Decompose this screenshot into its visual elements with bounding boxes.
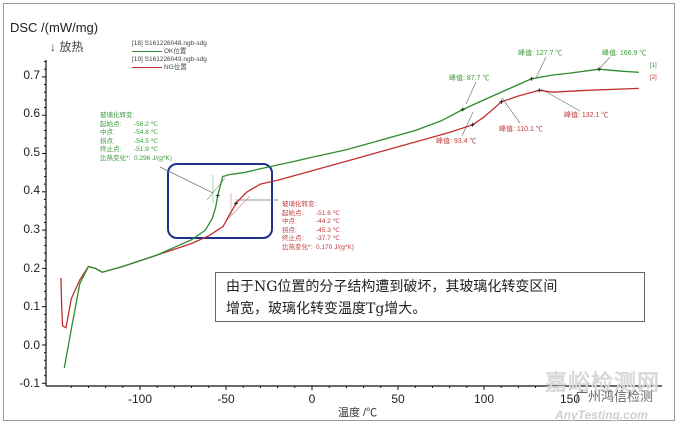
- x-axis-label: 温度 /℃: [338, 407, 378, 419]
- x-tick-label: -100: [127, 392, 153, 406]
- y-tick-label: 0.2: [23, 261, 40, 275]
- axis-ticks: [42, 61, 657, 390]
- end-tag-ng: [2]: [650, 75, 657, 81]
- x-tick-label: -50: [217, 392, 235, 406]
- peak-label-ng-3: 峰值: 132.1 ℃: [564, 112, 609, 119]
- series-ok-curve: [63, 68, 639, 369]
- x-tick-label: 50: [391, 392, 405, 406]
- glass-transition-highlight-box: [167, 163, 273, 239]
- conclusion-line-2: 增宽，玻璃化转变温度Tg增大。: [226, 301, 427, 317]
- x-tick-label: 0: [308, 392, 316, 406]
- peak-label-ng-2: 峰值: 110.1 ℃: [499, 126, 543, 133]
- conclusion-line-1: 由于NG位置的分子结构遭到破坏，其玻璃化转变区间: [226, 279, 558, 295]
- legend-file-ng: [19] S161226049.ngb-sdg: [132, 56, 207, 63]
- y-tick-label: 0.6: [23, 106, 40, 120]
- end-tag-ok: [1]: [650, 63, 657, 69]
- tg-annotation-ng: 玻璃化转变: 起始点: -51.6 ℃ 中点: -44.2 ℃ 拐点: -45.3 ℃…: [282, 201, 354, 251]
- conclusion-note-box: 由于NG位置的分子结构遭到破坏，其玻璃化转变区间 增宽，玻璃化转变温度Tg增大。: [215, 272, 645, 322]
- x-tick-label: 150: [559, 392, 581, 406]
- legend-line-ng: [132, 66, 162, 68]
- y-tick-label: 0.5: [23, 145, 40, 159]
- y-tick-label: -0.1: [19, 376, 40, 390]
- peak-label-ok-3: 峰值: 166.9 ℃: [602, 50, 647, 57]
- x-tick-label: 100: [473, 392, 495, 406]
- peak-label-ng-1: 峰值: 93.4 ℃: [436, 138, 477, 145]
- peak-markers: [215, 67, 602, 206]
- watermark-sub: AnyTesting.com: [555, 408, 648, 422]
- tg-annotation-ok: 玻璃化转变: 起始点: -58.2 ℃ 中点: -54.8 ℃ 拐点: -54.5 ℃…: [100, 112, 172, 162]
- exo-direction-note: ↓ 放热: [50, 40, 84, 54]
- y-tick-label: 0.7: [23, 68, 40, 82]
- watermark-account: 广州鸿信检测: [575, 389, 654, 404]
- y-tick-label: 0.1: [23, 299, 40, 313]
- watermark-main: 嘉峪检测网: [545, 370, 661, 395]
- legend-line-ok: [132, 50, 162, 52]
- peak-label-ok-2: 峰值: 127.7 ℃: [518, 50, 563, 57]
- legend-item-ok: OK位置: [132, 48, 207, 56]
- y-tick-label: 0.0: [23, 338, 40, 352]
- legend: [18] S161226048.ngb-sdg OK位置 [19] S16122…: [132, 40, 207, 72]
- y-axis-label: DSC /(mW/mg): [10, 20, 99, 35]
- legend-item-ng: NG位置: [132, 64, 207, 72]
- legend-file-ok: [18] S161226048.ngb-sdg: [132, 40, 207, 47]
- peak-label-ok-1: 峰值: 87.7 ℃: [449, 75, 490, 82]
- chart-frame: [3, 3, 675, 421]
- y-tick-label: 0.4: [23, 183, 40, 197]
- y-tick-label: 0.3: [23, 222, 40, 236]
